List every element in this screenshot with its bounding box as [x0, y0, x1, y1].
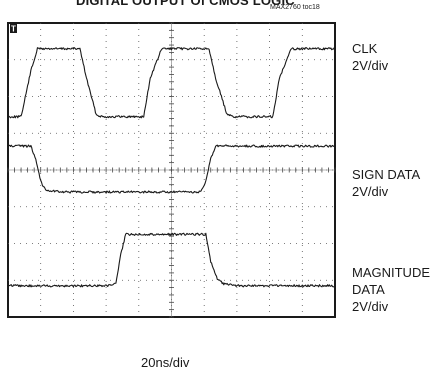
- figure-id: MAX2760 toc18: [270, 4, 320, 11]
- series-scale: 2V/div: [352, 58, 389, 73]
- traces: [7, 47, 336, 288]
- series-name: MAGNITUDE DATA: [352, 265, 430, 297]
- series-label-sign-data: SIGN DATA 2V/div: [352, 166, 420, 200]
- series-trace-clk: [7, 47, 336, 119]
- series-label-magnitude-data: MAGNITUDE DATA 2V/div: [352, 264, 434, 315]
- trigger-marker-icon: T: [10, 24, 17, 34]
- series-scale: 2V/div: [352, 184, 389, 199]
- series-trace-magnitude-data: [7, 232, 336, 288]
- trigger-marker-label: T: [11, 25, 16, 34]
- series-trace-sign-data: [7, 144, 336, 194]
- x-axis-scale: 20ns/div: [141, 355, 190, 370]
- series-name: SIGN DATA: [352, 167, 421, 182]
- series-scale: 2V/div: [352, 299, 389, 314]
- series-name: CLK: [352, 41, 378, 56]
- graticule: [7, 22, 336, 318]
- page-title: DIGITAL OUTPUT Of CMOS LOGIC: [76, 0, 295, 8]
- series-label-clk: CLK 2V/div: [352, 40, 388, 74]
